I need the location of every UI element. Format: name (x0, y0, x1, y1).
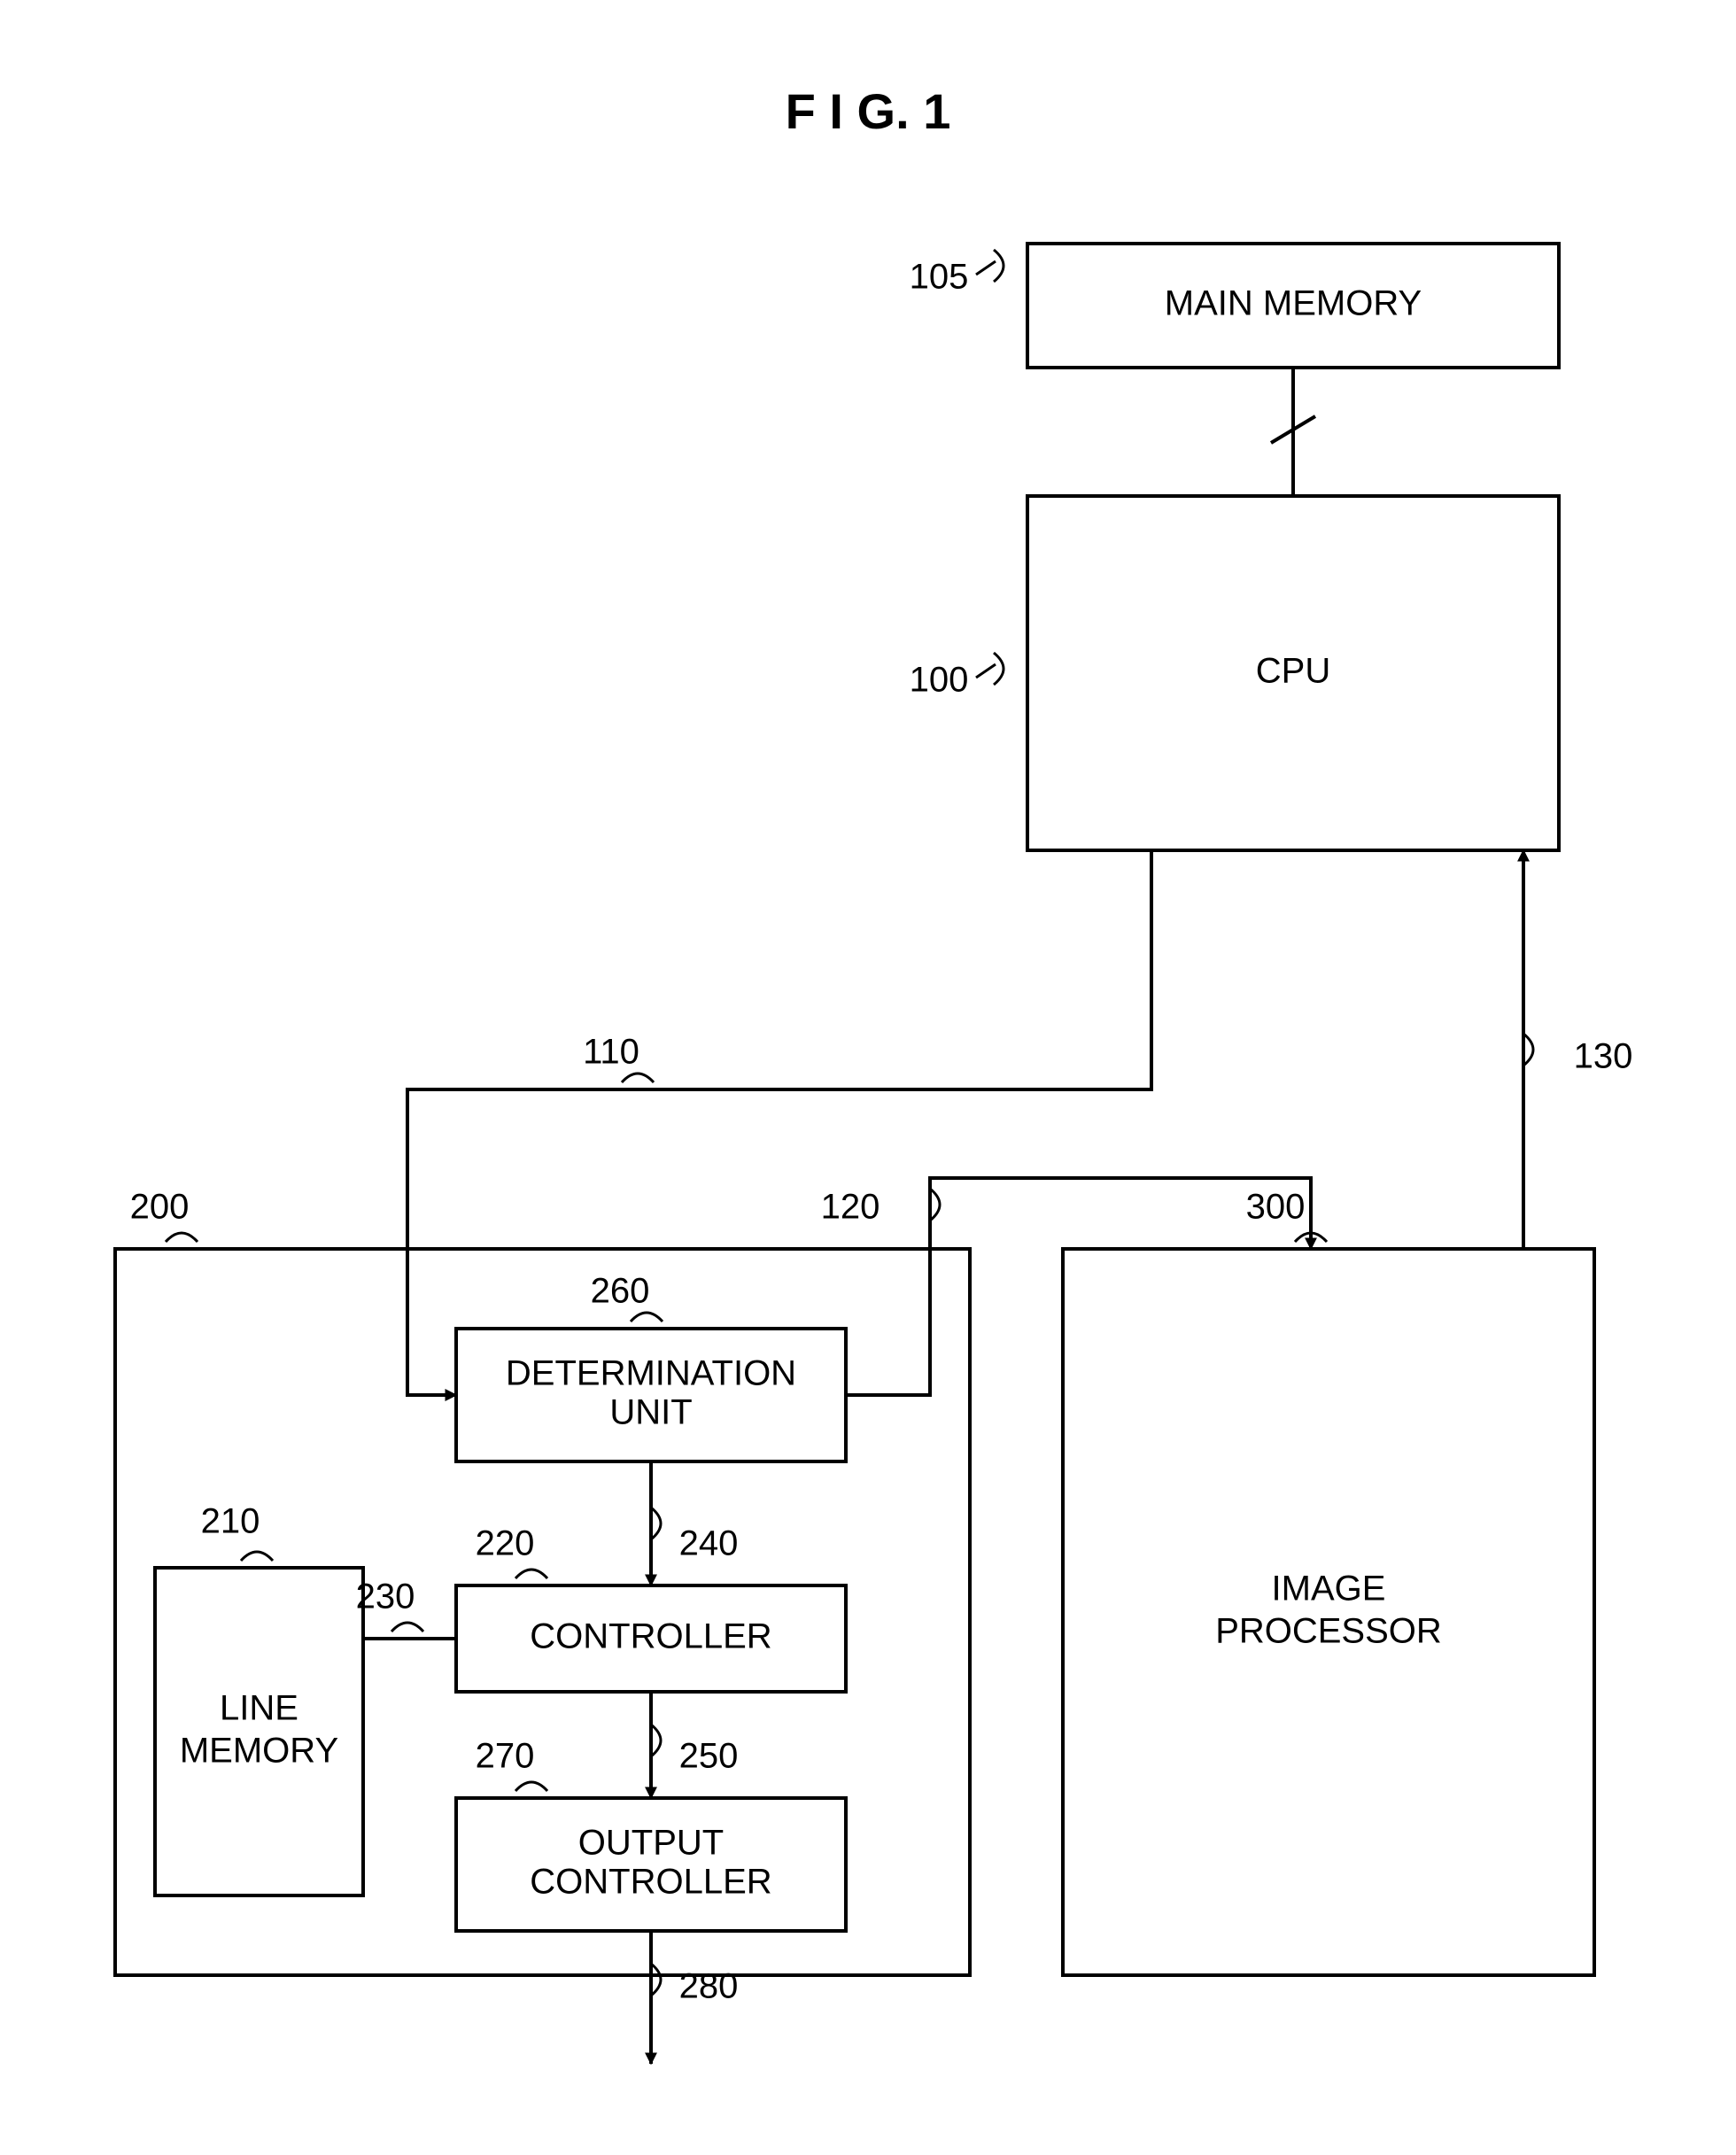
main-memory-label: MAIN MEMORY (1165, 284, 1422, 323)
ref-200: 200 (130, 1188, 190, 1227)
ref-100: 100 (910, 661, 969, 700)
image-processor-label: IMAGE (1272, 1570, 1386, 1608)
ref-120: 120 (821, 1188, 880, 1227)
ref-220: 220 (476, 1524, 535, 1563)
ref-lead (976, 261, 996, 275)
determination-unit-label: DETERMINATION (506, 1354, 796, 1393)
figure-title: F I G. 1 (786, 83, 951, 139)
output-controller-label: OUTPUT (578, 1824, 724, 1863)
ref-280: 280 (679, 1967, 739, 2006)
ref-240: 240 (679, 1524, 739, 1563)
line-memory-label: LINE (220, 1689, 298, 1728)
determination-unit-label: UNIT (609, 1393, 692, 1432)
ref-130: 130 (1574, 1037, 1633, 1076)
ref-250: 250 (679, 1737, 739, 1776)
ref-270: 270 (476, 1737, 535, 1776)
ref-300: 300 (1246, 1188, 1306, 1227)
ref-110: 110 (583, 1033, 639, 1072)
cpu-label: CPU (1256, 652, 1330, 691)
image-processor-label: PROCESSOR (1215, 1612, 1442, 1651)
ref-tick (994, 250, 1004, 282)
ref-105: 105 (910, 258, 969, 297)
ref-lead (976, 664, 996, 678)
ref-tick (994, 653, 1004, 685)
line-memory-label: MEMORY (180, 1732, 338, 1771)
ref-tick (622, 1074, 654, 1082)
output-controller-label: CONTROLLER (530, 1863, 771, 1902)
ref-260: 260 (591, 1272, 650, 1311)
ref-tick (166, 1233, 198, 1242)
ref-210: 210 (201, 1502, 260, 1541)
controller-label: CONTROLLER (530, 1617, 771, 1656)
ref-230: 230 (356, 1577, 415, 1616)
